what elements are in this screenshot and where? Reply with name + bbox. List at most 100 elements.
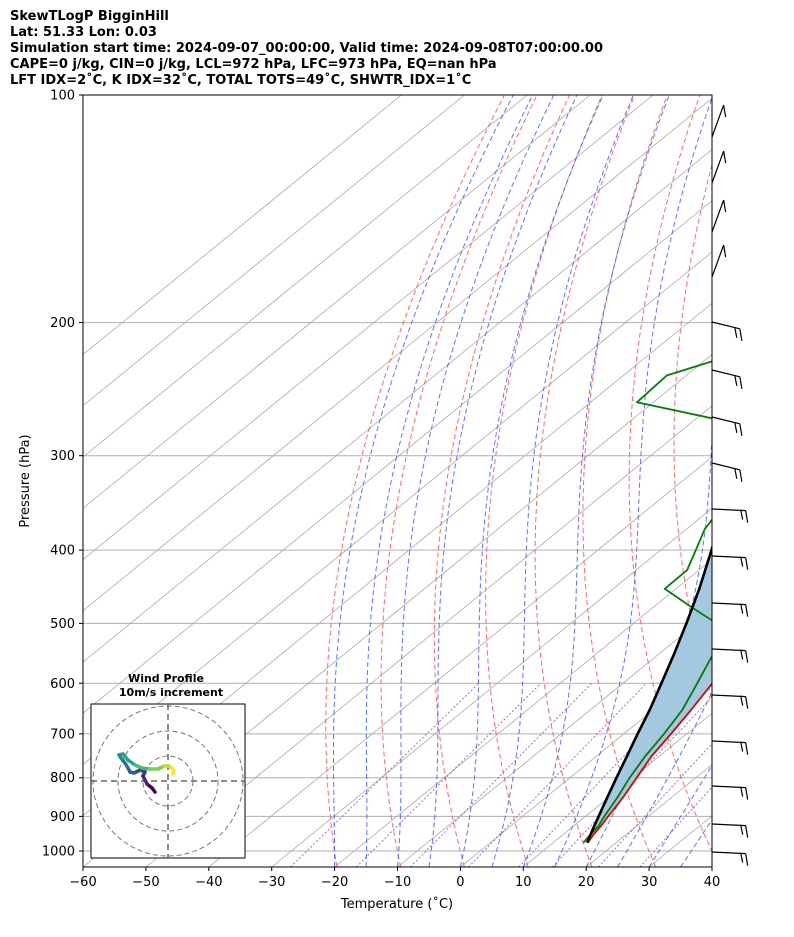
chart-header: SkewTLogP BigginHill Lat: 51.33 Lon: 0.0… [10,9,603,89]
isotherm-line [460,661,712,867]
wind-barb [711,602,749,617]
mixing-ratio-line [598,742,712,867]
y-tick-label: 900 [50,810,75,825]
wind-barb-feather [740,649,744,660]
sounding-profiles [582,360,712,844]
wind-barb-staff [711,321,740,330]
x-tick-label: 20 [578,875,595,890]
wind-barb-feather [745,787,749,800]
wind-barb [711,104,727,138]
wind-barb [711,851,749,866]
isotherm-line [83,149,712,663]
wind-barb-staff [711,369,740,378]
moist-adiabat-line [333,95,514,867]
wind-barb-staff [711,602,746,606]
moist-adiabat-line [554,96,712,867]
wind-barb-staff [711,150,725,184]
parcel-line [585,543,712,844]
wind-barb-feather [740,824,744,835]
wind-barb-staff [711,508,746,512]
wind-barb-staff [711,199,725,233]
wind-barb-feather [723,244,727,258]
x-tick-label: −30 [258,875,285,890]
dry-adiabat-line [485,95,603,867]
wind-barb-staff [711,694,746,698]
wind-profile-subtitle: 10m/s increment [119,686,223,699]
y-tick-label: 800 [50,771,75,786]
wind-barb-feather [734,327,738,338]
x-tick-label: 30 [641,875,658,890]
station-coordinates: Lat: 51.33 Lon: 0.03 [10,25,157,40]
wind-barb-feather [745,557,749,570]
cin-shading [587,548,712,843]
x-tick-label: −50 [132,875,159,890]
wind-barb-staff [711,104,725,138]
wind-barb [711,648,749,663]
wind-barb-feather [734,468,738,479]
wind-barb-feather [740,741,744,752]
wind-barb-staff [711,823,746,827]
wind-barb [711,244,727,278]
wind-barb [711,555,749,570]
isotherm-line [208,456,712,867]
stability-indices: LFT IDX=2˚C, K IDX=32˚C, TOTAL TOTS=49˚C… [10,73,472,88]
moist-adiabat-line [397,95,555,867]
simulation-times: Simulation start time: 2024-09-07_00:00:… [10,41,603,56]
dry-adiabat-line [534,95,636,867]
wind-barb-feather [734,375,738,386]
wind-barb-staff [711,648,746,652]
moist-adiabat-line [428,95,578,867]
wind-barb [711,740,749,755]
stability-parameters: CAPE=0 j/kg, CIN=0 j/kg, LCL=972 hPa, LF… [10,57,497,72]
isotherm-line [83,95,654,561]
wind-profile-inset: Wind Profile 10m/s increment [90,672,246,859]
moist-adiabat-line [459,95,604,867]
wind-barb [711,416,743,436]
x-tick-label: −40 [195,875,222,890]
chart-title: SkewTLogP BigginHill [10,9,169,24]
isotherm-line [83,95,465,407]
speed-ring [117,730,219,832]
dry-adiabat-line [673,162,712,702]
moist-adiabat-line [585,431,712,867]
y-tick-label: 300 [50,449,75,464]
wind-barb-feather [739,469,743,482]
y-tick-label: 400 [50,544,75,559]
wind-barb-feather [745,825,749,838]
mixing-ratio-line [290,682,480,867]
wind-barb-staff [711,851,746,855]
wind-barb [711,508,749,523]
isotherm-line [83,95,591,509]
isotherm-line [585,763,712,867]
isotherm-line [775,95,794,867]
x-tick-label: −10 [384,875,411,890]
isotherm-line [83,200,712,714]
wind-barb-feather [745,853,749,866]
isotherm-line [145,405,712,867]
mixing-ratio-line [639,786,712,867]
wind-barb-feather [723,150,727,164]
dry-adiabat-line [628,95,712,853]
wind-barb-staff [711,555,746,559]
wind-profile-plot [91,704,245,858]
y-tick-label: 500 [50,617,75,632]
isotherm-line [648,815,712,867]
isotherm-line [83,97,712,612]
y-tick-label: 200 [50,316,75,331]
moist-adiabat-line [522,95,670,867]
dry-adiabat-line [380,95,538,867]
wind-barb-feather [734,422,738,433]
dry-adiabat-line [760,95,794,867]
wind-barb-feather [745,510,749,523]
moist-adiabat-line [711,866,712,867]
temperature-line [587,682,712,844]
moist-adiabat-line [680,818,712,867]
wind-barb-staff [711,462,740,471]
moist-adiabat-line [491,95,634,867]
wind-barb-feather [739,376,743,389]
wind-barb-feather [723,199,727,213]
wind-barb-feather [745,696,749,709]
isotherm-line [83,95,402,356]
dewpoint-line [582,360,712,844]
isotherm-line [711,866,712,867]
